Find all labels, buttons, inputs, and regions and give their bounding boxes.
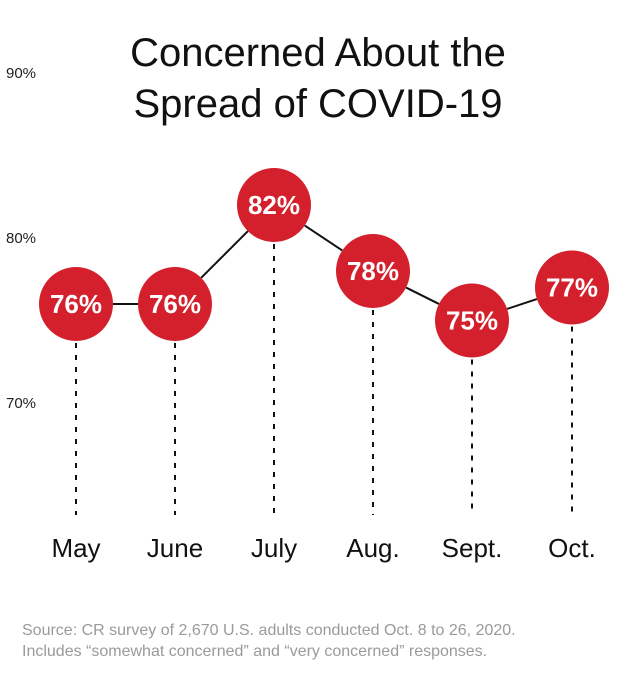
source-line-2: Includes “somewhat concerned” and “very … <box>22 643 488 660</box>
series-line-segment <box>405 286 440 305</box>
series-line-segment <box>304 224 343 252</box>
chart-title: Concerned About the Spread of COVID-19 <box>130 31 506 126</box>
y-tick-label: 70% <box>6 395 36 412</box>
data-label: 77% <box>546 273 598 303</box>
title-line-2: Spread of COVID-19 <box>133 82 502 126</box>
data-label: 76% <box>50 289 102 319</box>
category-guides <box>75 244 573 515</box>
data-point-marker <box>237 168 311 242</box>
y-axis-ticks: 90% 80% 70% <box>6 65 36 412</box>
data-markers: 76% 76% 82% 78% 75% 77% <box>39 168 609 358</box>
data-label: 82% <box>248 190 300 220</box>
x-category-label: Oct. <box>548 533 596 563</box>
series-line-segment <box>200 230 249 279</box>
x-category-label: May <box>51 533 100 563</box>
series-line-group <box>113 224 538 310</box>
data-point-marker <box>435 283 509 358</box>
data-point-marker <box>138 267 212 341</box>
source-note: Source: CR survey of 2,670 U.S. adults c… <box>22 620 622 662</box>
y-tick-label: 90% <box>6 65 36 82</box>
x-category-label: June <box>147 533 203 563</box>
x-category-label: July <box>251 533 297 563</box>
x-category-label: Sept. <box>442 533 503 563</box>
source-line-1: Source: CR survey of 2,670 U.S. adults c… <box>22 622 516 639</box>
data-point-marker <box>39 267 113 341</box>
x-axis-labels: May June July Aug. Sept. Oct. <box>51 533 595 563</box>
data-point-marker <box>535 250 609 325</box>
data-label: 78% <box>347 256 399 286</box>
title-line-1: Concerned About the <box>130 31 506 75</box>
data-point-marker <box>336 234 410 308</box>
x-category-label: Aug. <box>346 533 400 563</box>
series-line-segment <box>506 298 538 310</box>
data-label: 75% <box>446 306 498 336</box>
y-tick-label: 80% <box>6 230 36 247</box>
data-label: 76% <box>149 289 201 319</box>
